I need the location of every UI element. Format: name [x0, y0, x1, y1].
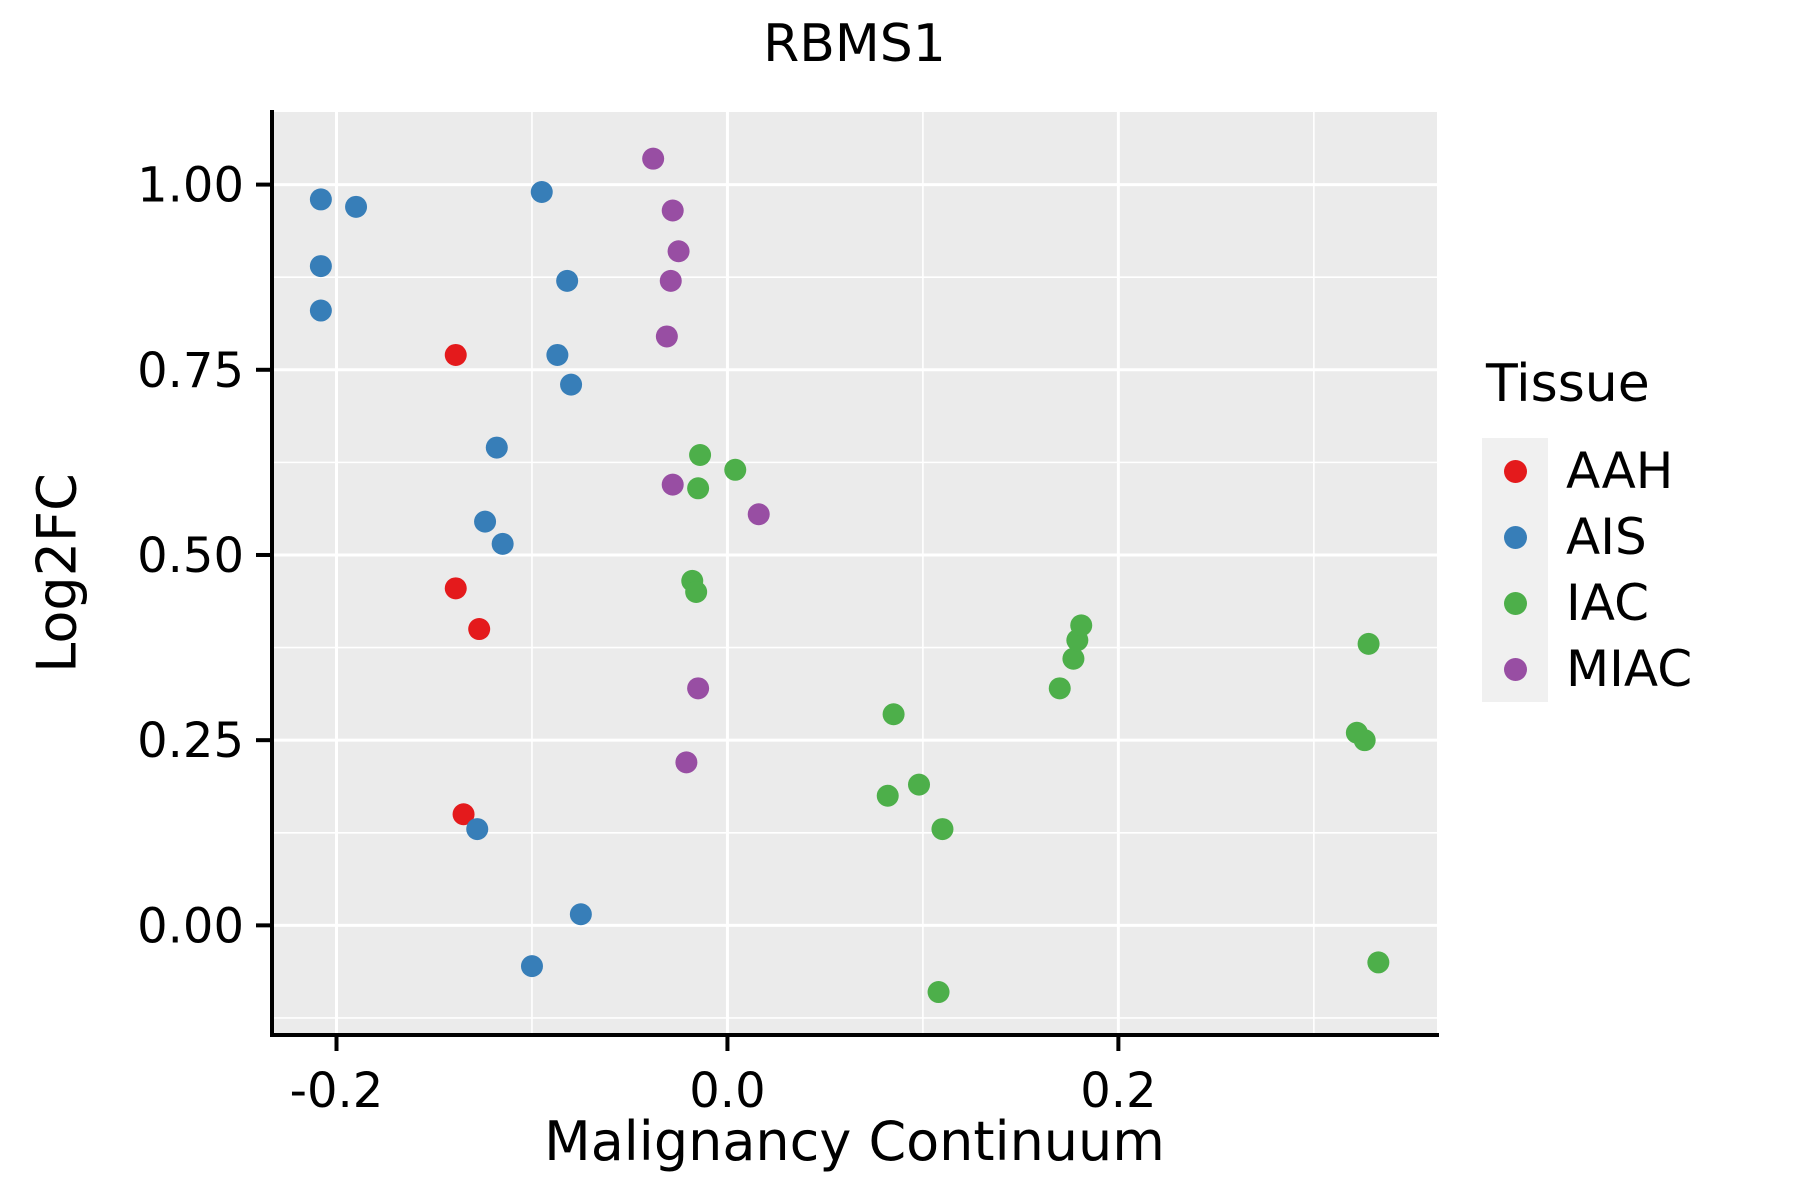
data-point-ais	[520, 955, 543, 978]
data-point-miac	[642, 147, 665, 170]
legend-label: AAH	[1566, 442, 1674, 500]
data-point-ais	[309, 299, 332, 322]
y-axis-label: Log2FC	[25, 473, 89, 673]
data-point-iac	[685, 581, 708, 604]
legend-color-dot	[1503, 525, 1527, 549]
data-point-iac	[687, 477, 710, 500]
x-tick-label: 0.0	[689, 1063, 765, 1119]
data-point-iac	[1353, 729, 1376, 752]
legend-color-dot	[1503, 657, 1527, 681]
data-point-iac	[927, 981, 950, 1004]
legend-label: AIS	[1566, 508, 1647, 566]
data-point-miac	[661, 473, 684, 496]
data-point-miac	[655, 325, 678, 348]
data-point-iac	[908, 773, 931, 796]
plot-panel	[272, 112, 1437, 1035]
data-point-miac	[661, 199, 684, 222]
data-point-ais	[309, 255, 332, 278]
y-tick-label: 0.25	[137, 713, 244, 769]
data-point-ais	[466, 818, 489, 841]
legend-items: AAH AIS IAC MIAC	[1482, 438, 1692, 702]
data-point-ais	[491, 532, 514, 555]
data-point-ais	[309, 188, 332, 211]
data-point-iac	[1062, 647, 1085, 670]
y-tick-label: 0.50	[137, 528, 244, 584]
data-point-iac	[1048, 677, 1071, 700]
data-point-ais	[546, 343, 569, 366]
y-tick-label: 0.75	[137, 343, 244, 399]
data-point-ais	[560, 373, 583, 396]
legend-color-dot	[1503, 591, 1527, 615]
data-point-ais	[485, 436, 508, 459]
data-point-aah	[444, 577, 467, 600]
data-point-ais	[530, 181, 553, 204]
legend: Tissue AAH AIS IAC MIAC	[1482, 356, 1692, 702]
legend-item-aah: AAH	[1482, 438, 1692, 504]
data-point-miac	[675, 751, 698, 774]
x-axis-label: Malignancy Continuum	[544, 1110, 1165, 1173]
legend-color-dot	[1503, 459, 1527, 483]
legend-title: Tissue	[1486, 354, 1650, 414]
data-point-ais	[345, 195, 368, 218]
data-point-aah	[444, 343, 467, 366]
plot-title: RBMS1	[763, 14, 946, 74]
data-point-ais	[474, 510, 497, 533]
data-point-iac	[689, 443, 712, 466]
legend-key	[1482, 438, 1548, 504]
data-point-iac	[724, 458, 747, 481]
data-point-miac	[687, 677, 710, 700]
legend-key	[1482, 504, 1548, 570]
data-point-miac	[667, 240, 690, 263]
legend-label: MIAC	[1566, 640, 1693, 698]
data-point-ais	[556, 269, 579, 292]
data-point-iac	[1070, 614, 1093, 637]
data-point-miac	[659, 269, 682, 292]
data-point-miac	[747, 503, 770, 526]
legend-item-ais: AIS	[1482, 504, 1692, 570]
data-point-aah	[452, 803, 475, 826]
data-point-iac	[882, 703, 905, 726]
legend-key	[1482, 636, 1548, 702]
data-point-iac	[876, 784, 899, 807]
legend-key	[1482, 570, 1548, 636]
data-point-aah	[468, 618, 491, 641]
x-tick-label: 0.2	[1080, 1063, 1156, 1119]
y-tick-label: 1.00	[137, 158, 244, 214]
x-tick-label: -0.2	[290, 1063, 384, 1119]
legend-item-iac: IAC	[1482, 570, 1692, 636]
legend-label: IAC	[1566, 574, 1649, 632]
data-point-iac	[931, 818, 954, 841]
y-tick-label: 0.00	[137, 898, 244, 954]
legend-item-miac: MIAC	[1482, 636, 1692, 702]
data-point-iac	[1367, 951, 1390, 974]
data-point-iac	[1357, 632, 1380, 655]
data-point-ais	[569, 903, 592, 926]
